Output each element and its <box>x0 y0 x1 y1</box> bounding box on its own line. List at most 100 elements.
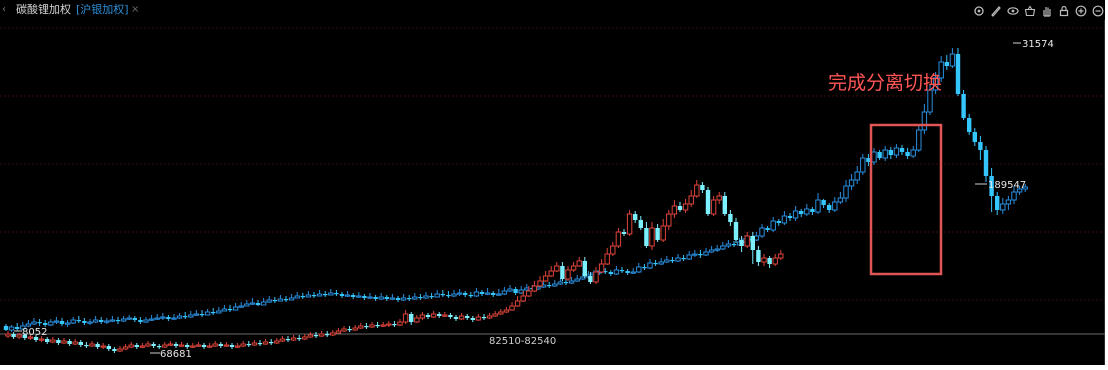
silver-candle <box>269 339 274 345</box>
lithium-candle <box>183 312 188 319</box>
candle-body <box>720 245 726 250</box>
silver-candle <box>22 333 27 340</box>
lithium-candle <box>3 324 9 331</box>
candle-body <box>384 297 389 299</box>
candle-body <box>288 297 295 301</box>
candle-body <box>765 228 770 230</box>
candle-body <box>647 262 653 269</box>
lithium-candle <box>1016 186 1023 195</box>
lithium-candle <box>59 318 65 326</box>
lithium-candle <box>496 289 502 296</box>
lithium-candle <box>848 174 855 190</box>
candle-body <box>92 319 99 323</box>
silver-candle <box>212 341 218 347</box>
lithium-candle <box>412 293 418 300</box>
candle-body <box>364 326 369 328</box>
silver-candle <box>218 342 223 348</box>
candle-body <box>531 285 538 292</box>
candle-body <box>266 299 272 303</box>
lithium-candle <box>972 128 977 146</box>
lithium-candle <box>563 279 569 285</box>
eye-icon[interactable] <box>1006 4 1020 18</box>
silver-candle <box>728 210 733 226</box>
lithium-candle <box>300 293 305 299</box>
silver-candle <box>297 335 302 341</box>
silver-candle <box>498 309 504 315</box>
silver-candle <box>621 229 627 236</box>
lithium-candle <box>932 72 939 94</box>
silver-candle <box>392 321 397 327</box>
silver-candle <box>240 341 246 347</box>
silver-candle <box>739 236 744 252</box>
candle-body <box>843 185 849 199</box>
candle-body <box>232 306 239 311</box>
lithium-candle <box>714 245 720 252</box>
lithium-candle <box>193 310 200 316</box>
candle-body <box>400 297 407 301</box>
candle-body <box>78 342 83 345</box>
silver-candle <box>61 338 67 344</box>
candle-body <box>143 319 149 323</box>
settings-icon[interactable] <box>972 4 986 18</box>
candle-body <box>1022 186 1028 190</box>
candle-body <box>20 325 26 330</box>
candle-body <box>866 158 871 162</box>
lithium-candle <box>938 56 944 82</box>
candle-body <box>269 342 274 344</box>
candle-body <box>138 320 143 322</box>
lithium-candle <box>613 266 620 275</box>
silver-candle <box>397 319 403 326</box>
lock-icon[interactable] <box>1057 4 1071 18</box>
lithium-candle <box>434 290 440 298</box>
close-overlay-icon[interactable]: × <box>131 4 140 15</box>
lithium-candle <box>132 316 137 322</box>
candle-body <box>799 211 804 214</box>
brush-icon[interactable] <box>989 4 1003 18</box>
silver-candle <box>430 311 437 318</box>
lithium-candle <box>787 213 793 221</box>
lithium-candle <box>221 305 228 312</box>
candle-body <box>238 305 244 308</box>
candle-body <box>240 343 246 347</box>
candle-body <box>160 316 166 319</box>
lithium-candle <box>288 294 295 301</box>
silver-candle <box>185 343 190 349</box>
candle-body <box>157 346 162 348</box>
candle-body <box>244 303 250 307</box>
zoom-in-icon[interactable] <box>1074 4 1088 18</box>
candle-body <box>218 344 223 346</box>
chevron-left-icon[interactable]: ‹ <box>2 4 6 15</box>
candle-body <box>106 346 111 349</box>
lithium-high-label: 31574 <box>1022 39 1054 50</box>
candle-body <box>848 179 855 187</box>
lithium-candle <box>294 292 300 299</box>
lithium-candle <box>860 154 866 175</box>
overlay-instrument-label[interactable]: [沪银加权] <box>76 3 129 16</box>
lithium-candle <box>821 199 826 208</box>
lithium-candle <box>356 292 362 298</box>
candle-body <box>166 317 171 319</box>
silver-candle <box>514 296 521 307</box>
hand-icon[interactable] <box>1040 4 1054 18</box>
candle-body <box>978 142 983 150</box>
silver-candle <box>526 286 532 297</box>
candle-body <box>89 343 95 347</box>
lithium-candle <box>468 292 473 298</box>
candle-body <box>132 318 137 320</box>
candle-body <box>638 220 643 228</box>
zoom-out-icon[interactable] <box>1091 4 1105 18</box>
candle-body <box>378 296 384 300</box>
basket-icon[interactable] <box>1023 4 1037 18</box>
silver-candle <box>11 332 16 339</box>
lithium-candle <box>670 257 675 263</box>
candle-body <box>468 295 473 297</box>
silver-candle <box>666 210 672 230</box>
lithium-candle <box>15 323 20 331</box>
candle-body <box>916 129 922 151</box>
candle-body <box>761 257 767 263</box>
silver-candle <box>206 343 213 348</box>
candle-body <box>832 201 838 211</box>
candle-body <box>112 349 117 351</box>
silver-candle <box>358 323 364 329</box>
